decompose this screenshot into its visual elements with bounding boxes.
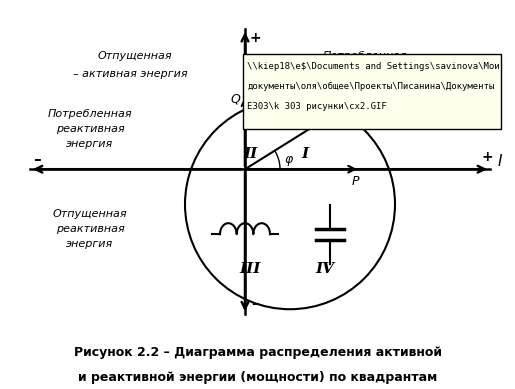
Text: III: III — [239, 262, 261, 276]
Text: реактивная: реактивная — [56, 224, 125, 234]
Text: Потребленная: Потребленная — [323, 51, 407, 61]
Text: +: + — [249, 31, 261, 45]
Text: I: I — [301, 147, 308, 161]
Text: P: P — [351, 175, 359, 188]
Text: Потребленная: Потребленная — [48, 109, 132, 119]
Text: \\kiep18\e$\Documents and Settings\savinova\Mои: \\kiep18\e$\Documents and Settings\savin… — [247, 62, 500, 71]
Text: –: – — [251, 296, 259, 311]
Text: энергия: энергия — [66, 139, 114, 149]
Text: Рисунок 2.2 – Диаграмма распределения активной: Рисунок 2.2 – Диаграмма распределения ак… — [74, 346, 441, 359]
Text: +: + — [481, 150, 493, 164]
Text: E303\k 303 рисунки\cx2.GIF: E303\k 303 рисунки\cx2.GIF — [247, 102, 387, 111]
Text: Отпущенная: Отпущенная — [98, 51, 173, 61]
Text: IV: IV — [316, 262, 335, 276]
Text: I: I — [498, 154, 502, 169]
Text: активная энергия: активная энергия — [317, 69, 423, 79]
Text: документы\оля\общее\Проекты\Писанина\Документы: документы\оля\общее\Проекты\Писанина\Док… — [247, 82, 494, 91]
Text: –: – — [33, 152, 41, 167]
Text: Q: Q — [230, 93, 240, 106]
Text: – активная энергия: – активная энергия — [73, 69, 187, 79]
Text: Отпущенная: Отпущенная — [53, 209, 127, 219]
FancyBboxPatch shape — [243, 54, 501, 129]
Text: II: II — [243, 147, 257, 161]
Text: энергия: энергия — [66, 239, 114, 249]
Text: реактивная: реактивная — [56, 124, 125, 134]
Text: φ: φ — [285, 153, 293, 166]
Text: и реактивной энергии (мощности) по квадрантам: и реактивной энергии (мощности) по квадр… — [78, 371, 437, 384]
